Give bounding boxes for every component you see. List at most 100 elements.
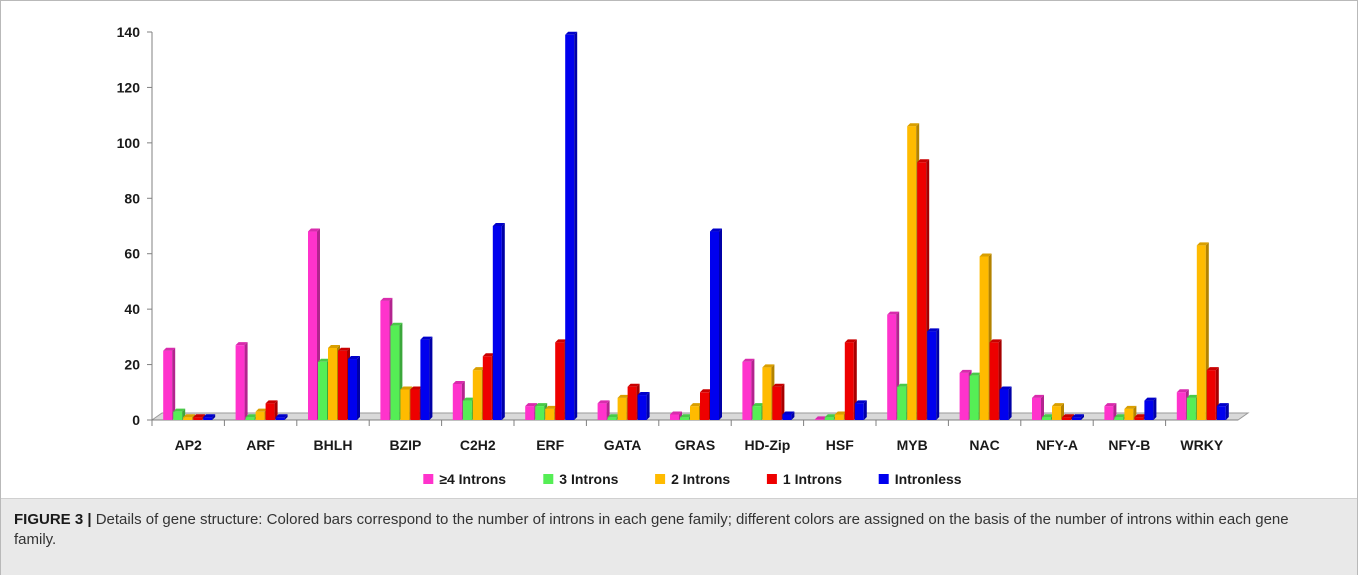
bar xyxy=(834,414,844,420)
bar xyxy=(380,300,390,420)
bar xyxy=(390,325,400,420)
bar xyxy=(844,342,854,420)
bar-side xyxy=(791,411,795,420)
bar-top xyxy=(700,389,712,393)
y-tick-label: 60 xyxy=(124,246,140,262)
bar-side xyxy=(429,336,433,420)
figure-caption: FIGURE 3 | Details of gene structure: Co… xyxy=(14,510,1334,550)
bar xyxy=(917,162,927,420)
bar xyxy=(690,406,699,420)
bar-top xyxy=(265,400,278,404)
bar xyxy=(1042,417,1051,420)
bar-top xyxy=(1062,414,1074,418)
bar xyxy=(680,417,689,420)
bar-top xyxy=(1114,414,1127,418)
bar-top xyxy=(1144,397,1157,401)
bar xyxy=(887,314,897,420)
legend-label: Intronless xyxy=(895,471,962,487)
x-tick-label: ERF xyxy=(536,437,564,453)
bar xyxy=(482,356,492,420)
bar-top xyxy=(752,403,765,407)
legend-label: 2 Introns xyxy=(671,471,730,487)
bar xyxy=(203,417,213,420)
bar-top xyxy=(1196,242,1209,246)
bar-top xyxy=(617,394,630,398)
bar-top xyxy=(814,416,827,420)
bar xyxy=(173,411,183,420)
bar xyxy=(193,417,203,420)
bar-side xyxy=(212,414,216,420)
bar-top xyxy=(275,414,288,418)
bar xyxy=(255,411,265,420)
bar xyxy=(700,392,709,420)
bar-top xyxy=(565,31,578,35)
bar xyxy=(742,361,752,420)
bar-side xyxy=(357,356,360,420)
bar xyxy=(535,406,545,420)
bar xyxy=(1144,400,1154,420)
bar-top xyxy=(348,356,360,360)
bar-top xyxy=(255,408,268,412)
bar-side xyxy=(936,328,940,420)
bar-top xyxy=(772,383,785,387)
bar xyxy=(555,342,565,420)
legend-swatch xyxy=(655,474,666,484)
bar-top xyxy=(545,405,558,409)
bar-top xyxy=(308,228,320,232)
x-tick-label: GRAS xyxy=(675,437,715,453)
bar-side xyxy=(606,400,610,420)
bar-top xyxy=(163,347,176,351)
caption-body: Details of gene structure: Colored bars … xyxy=(14,511,1289,548)
bar xyxy=(854,403,864,420)
bar-side xyxy=(751,358,755,420)
bar-top xyxy=(472,367,485,371)
bar xyxy=(235,345,245,420)
bar xyxy=(1052,406,1061,420)
bar-top xyxy=(338,347,350,351)
caption-box xyxy=(1,498,1357,575)
bar-top xyxy=(999,386,1012,390)
bar-top xyxy=(834,411,847,415)
bar xyxy=(565,34,575,421)
x-tick-label: ARF xyxy=(246,437,275,453)
bar xyxy=(525,406,535,420)
bar xyxy=(1062,417,1071,420)
x-tick-label: WRKY xyxy=(1180,437,1223,453)
bar-top xyxy=(462,397,475,401)
bar-top xyxy=(1206,367,1219,371)
bar-top xyxy=(907,123,920,127)
bar-side xyxy=(1081,414,1084,420)
bar xyxy=(772,386,782,420)
bar-top xyxy=(917,159,930,163)
bar-side xyxy=(284,414,288,420)
bar xyxy=(1072,417,1081,420)
bar xyxy=(1134,417,1144,420)
legend-swatch xyxy=(543,474,554,484)
bar-side xyxy=(1113,403,1117,420)
bar xyxy=(979,256,989,420)
bar xyxy=(462,400,472,420)
bar xyxy=(472,370,482,420)
bar xyxy=(328,347,337,420)
legend-swatch xyxy=(878,474,889,484)
bar-top xyxy=(173,408,186,412)
bar-top xyxy=(492,223,505,226)
legend-swatch xyxy=(766,474,777,484)
bar-side xyxy=(679,411,682,420)
bar xyxy=(999,389,1009,420)
bar-top xyxy=(525,403,538,407)
bar-side xyxy=(781,383,785,420)
bar xyxy=(338,350,347,420)
x-tick-label: BHLH xyxy=(314,437,353,453)
bar xyxy=(897,386,907,420)
bar-side xyxy=(853,339,857,420)
x-tick-label: AP2 xyxy=(175,437,202,453)
bar-side xyxy=(1041,394,1044,420)
bar-top xyxy=(183,414,196,418)
bar-top xyxy=(854,400,867,404)
x-tick-label: C2H2 xyxy=(460,437,496,453)
bar xyxy=(452,383,462,420)
bar-chart: 0 20 40 60 80 100 120 140 AP2 ARF BHLH BZIP C2H2 ERF G… xyxy=(117,24,1250,487)
bar xyxy=(265,403,275,420)
